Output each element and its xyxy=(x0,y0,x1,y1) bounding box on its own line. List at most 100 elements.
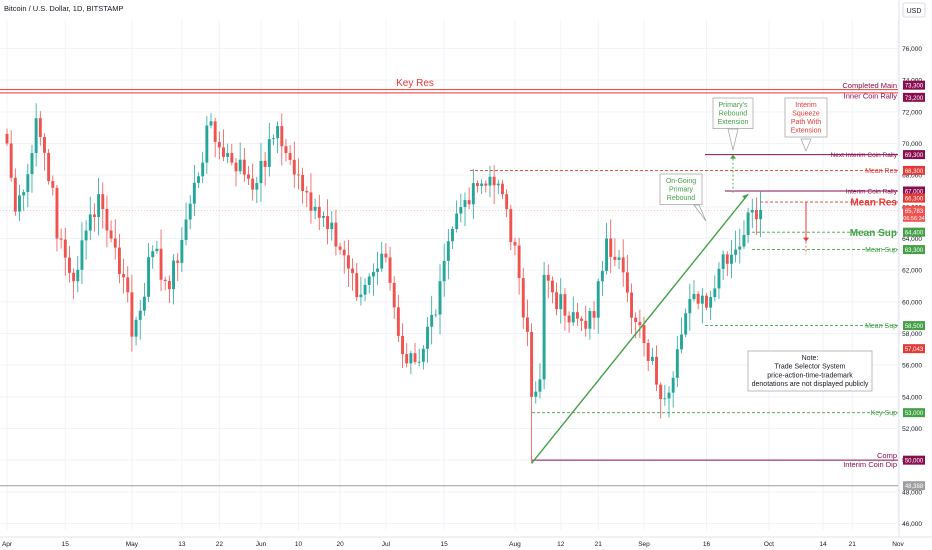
candle xyxy=(517,237,521,295)
candle xyxy=(409,350,413,375)
candle xyxy=(680,317,683,354)
candle xyxy=(571,296,575,326)
candle-body xyxy=(734,249,738,255)
price-tag-bg xyxy=(903,408,925,418)
price-tag-label: 69,300 xyxy=(905,153,924,159)
candle xyxy=(442,243,446,297)
candle-body xyxy=(63,239,67,258)
level-label-key-res: Key Res xyxy=(396,78,434,89)
candle xyxy=(721,250,725,280)
candle xyxy=(9,130,13,182)
candle-body xyxy=(700,295,704,304)
y-tick-label: 68,000 xyxy=(902,173,922,180)
callout-primary-extension-tail xyxy=(727,128,739,151)
candle xyxy=(663,385,667,406)
trend-arrow-head xyxy=(742,194,749,200)
candle-body xyxy=(588,311,592,329)
candle xyxy=(417,348,421,367)
price-tag: 63,300 xyxy=(903,245,925,255)
candle-body xyxy=(234,162,238,172)
candle-body xyxy=(417,361,421,363)
candle xyxy=(238,142,242,175)
candle xyxy=(122,258,126,294)
price-tag-bg xyxy=(903,186,925,196)
candle-body xyxy=(580,318,584,321)
candle xyxy=(575,302,579,326)
y-tick-label: 60,000 xyxy=(902,299,922,306)
callout-ongoing-rebound-line: Rebound xyxy=(667,195,696,202)
candle xyxy=(313,198,317,219)
note-line: price-action-time-trademark xyxy=(767,372,853,379)
level-label-key-sup: Key Sup xyxy=(871,410,898,417)
candle xyxy=(226,143,230,164)
x-tick-label: May xyxy=(126,541,139,548)
candle-body xyxy=(750,210,754,213)
candle-body xyxy=(613,256,617,260)
candle-body xyxy=(467,200,471,205)
currency-button[interactable]: USD xyxy=(902,2,926,18)
candle xyxy=(501,179,504,200)
price-tag-bg xyxy=(903,321,925,331)
candle-body xyxy=(205,125,209,163)
currency-label: USD xyxy=(907,8,922,15)
candle xyxy=(459,193,463,223)
callout-interim-squeeze-line: Squeeze xyxy=(792,111,820,118)
candle xyxy=(163,276,167,291)
candle-body xyxy=(184,219,188,240)
candle xyxy=(259,143,263,202)
candle-body xyxy=(646,343,650,361)
candle xyxy=(334,209,338,256)
candle-body xyxy=(209,121,213,126)
candle-body xyxy=(746,212,750,235)
candle-body xyxy=(172,260,175,290)
candle xyxy=(155,240,159,254)
candle-body xyxy=(138,310,142,320)
candle-body xyxy=(759,210,763,220)
candle-body xyxy=(625,272,629,293)
candle-body xyxy=(192,182,196,204)
candle xyxy=(521,267,525,329)
candle-body xyxy=(600,270,604,282)
price-tag-bg xyxy=(903,150,925,160)
candle xyxy=(371,263,375,296)
candle-body xyxy=(754,210,758,220)
candle-body xyxy=(317,206,321,218)
note-box: Note: Trade Selector Systemprice-action-t… xyxy=(747,350,873,392)
candle xyxy=(742,220,746,250)
price-tag-bg xyxy=(903,344,925,354)
candle xyxy=(172,254,175,305)
price-tag-label: 57,043 xyxy=(905,347,924,353)
callout-primary-extension-box xyxy=(712,97,754,129)
candle xyxy=(567,311,571,333)
candle xyxy=(97,178,101,236)
candle xyxy=(621,239,625,287)
candle-body xyxy=(680,334,683,350)
candle-body xyxy=(696,293,700,304)
candle xyxy=(401,323,404,368)
time-axis: Apr 15 May 13 22 Jun 10 20 Jul 15 Aug 12 21 Sep 16 Oct 1… xyxy=(0,536,932,548)
candle xyxy=(363,278,367,302)
candle-body xyxy=(122,274,126,278)
level-label-mean-sup: Mean Sup xyxy=(865,247,897,254)
price-tag: 50,000 xyxy=(903,455,925,465)
candle xyxy=(47,149,51,185)
candle-body xyxy=(217,141,221,148)
price-tag-label: 64,400 xyxy=(905,231,924,237)
level-label-interim-rally: Interim Coin Rally xyxy=(846,189,898,196)
candle xyxy=(330,211,334,241)
callout-ongoing-rebound-line: Primary xyxy=(669,187,694,194)
candle xyxy=(580,316,584,332)
squeeze-arrow-red xyxy=(803,237,809,242)
candle-body xyxy=(742,234,746,247)
candle-body xyxy=(513,242,517,246)
callout-interim-squeeze-box xyxy=(784,97,828,138)
candle xyxy=(192,164,196,216)
callout-interim-squeeze-line: Path With xyxy=(791,119,821,126)
candle xyxy=(205,116,209,174)
candle xyxy=(292,141,296,188)
y-tick-label: 70,000 xyxy=(902,141,922,148)
candle xyxy=(51,175,55,196)
candle-body xyxy=(276,126,280,139)
